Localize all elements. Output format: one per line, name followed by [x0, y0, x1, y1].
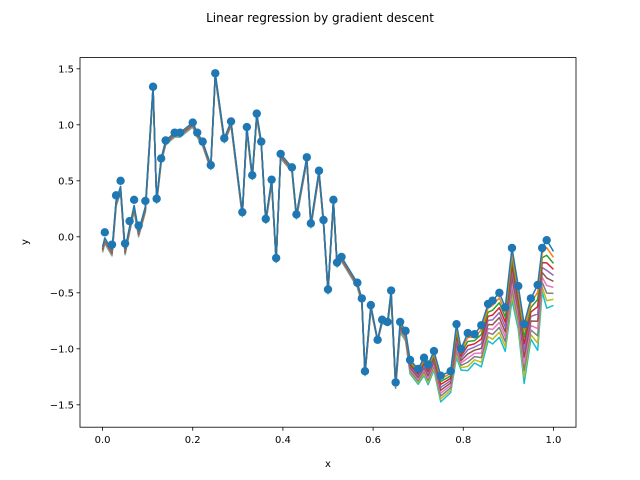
y-tick-label: −1.0	[50, 344, 74, 355]
data-point	[329, 195, 338, 205]
y-axis-ticks: −1.5 −1.0 −0.5 0.0 0.5 1.0 1.5	[50, 64, 80, 411]
y-axis-label: y	[20, 239, 31, 245]
data-point	[193, 128, 202, 137]
data-point	[188, 118, 197, 127]
data-point	[134, 221, 143, 230]
data-point	[332, 258, 342, 267]
data-point	[319, 215, 328, 225]
data-point	[405, 355, 415, 365]
data-point	[383, 317, 392, 327]
data-point	[271, 253, 281, 263]
data-point	[242, 122, 252, 132]
data-point	[141, 196, 150, 206]
data-point	[314, 166, 324, 175]
data-point	[261, 214, 270, 224]
data-point	[391, 378, 400, 387]
data-point	[519, 319, 529, 329]
data-point	[373, 335, 382, 345]
x-tick-label: 1.0	[546, 435, 562, 446]
data-point	[267, 175, 276, 184]
data-point	[238, 207, 247, 217]
data-point	[463, 328, 472, 338]
data-point	[152, 194, 161, 203]
y-tick-label: 0.5	[58, 176, 74, 187]
data-point	[386, 286, 396, 295]
data-point	[357, 294, 367, 303]
y-tick-label: −1.5	[50, 400, 74, 411]
data-point	[206, 160, 215, 170]
data-point	[337, 252, 346, 262]
data-point	[111, 191, 121, 200]
data-point	[257, 137, 266, 146]
data-points	[100, 69, 551, 387]
data-point	[413, 364, 423, 374]
data-point	[116, 176, 125, 185]
data-point	[220, 134, 229, 143]
data-point	[360, 367, 370, 376]
data-point	[161, 136, 170, 145]
data-point	[456, 344, 466, 353]
data-point	[148, 82, 158, 91]
x-tick-label: 0.0	[95, 435, 111, 446]
data-point	[292, 210, 301, 219]
data-point	[452, 319, 461, 329]
data-point	[248, 171, 257, 180]
y-tick-label: 1.5	[58, 64, 74, 75]
x-tick-label: 0.2	[185, 435, 201, 446]
data-point	[507, 243, 517, 253]
data-point	[276, 149, 285, 159]
x-tick-label: 0.8	[455, 435, 471, 446]
data-point	[226, 117, 236, 126]
data-point	[366, 300, 376, 310]
data-point	[156, 154, 166, 163]
data-point	[353, 278, 362, 287]
data-point	[419, 353, 429, 362]
data-point	[533, 280, 542, 290]
data-point	[470, 330, 479, 339]
data-point	[125, 216, 134, 226]
data-point	[302, 153, 312, 162]
y-tick-label: 0.0	[58, 232, 74, 243]
data-point	[446, 367, 455, 376]
y-tick-label: 1.0	[58, 120, 74, 131]
data-point	[323, 285, 333, 294]
data-point	[107, 240, 117, 249]
data-point	[501, 303, 510, 312]
data-point	[252, 109, 261, 118]
data-point	[514, 281, 523, 291]
data-point	[395, 317, 405, 327]
data-point	[526, 294, 536, 303]
data-point	[100, 228, 110, 237]
data-point	[477, 321, 486, 330]
x-tick-label: 0.6	[365, 435, 381, 446]
data-point	[120, 239, 130, 248]
data-point	[198, 137, 207, 146]
data-point	[423, 360, 433, 369]
x-axis-label: x	[325, 459, 331, 470]
data-point	[542, 235, 551, 245]
plot-frame	[79, 57, 577, 428]
data-point	[401, 326, 410, 336]
x-tick-label: 0.4	[275, 435, 291, 446]
data-point	[436, 371, 445, 380]
data-point	[306, 219, 316, 228]
data-point	[488, 296, 497, 305]
data-point	[211, 69, 220, 78]
x-axis-ticks: 0.0 0.2 0.4 0.6 0.8 1.0	[95, 427, 562, 446]
data-point	[175, 128, 185, 137]
y-tick-label: −0.5	[50, 288, 74, 299]
data-point	[429, 346, 439, 356]
chart-title: Linear regression by gradient descent	[206, 11, 434, 25]
data-point	[129, 195, 139, 205]
data-point	[495, 288, 504, 297]
data-point	[537, 243, 547, 253]
data-point	[287, 163, 297, 172]
